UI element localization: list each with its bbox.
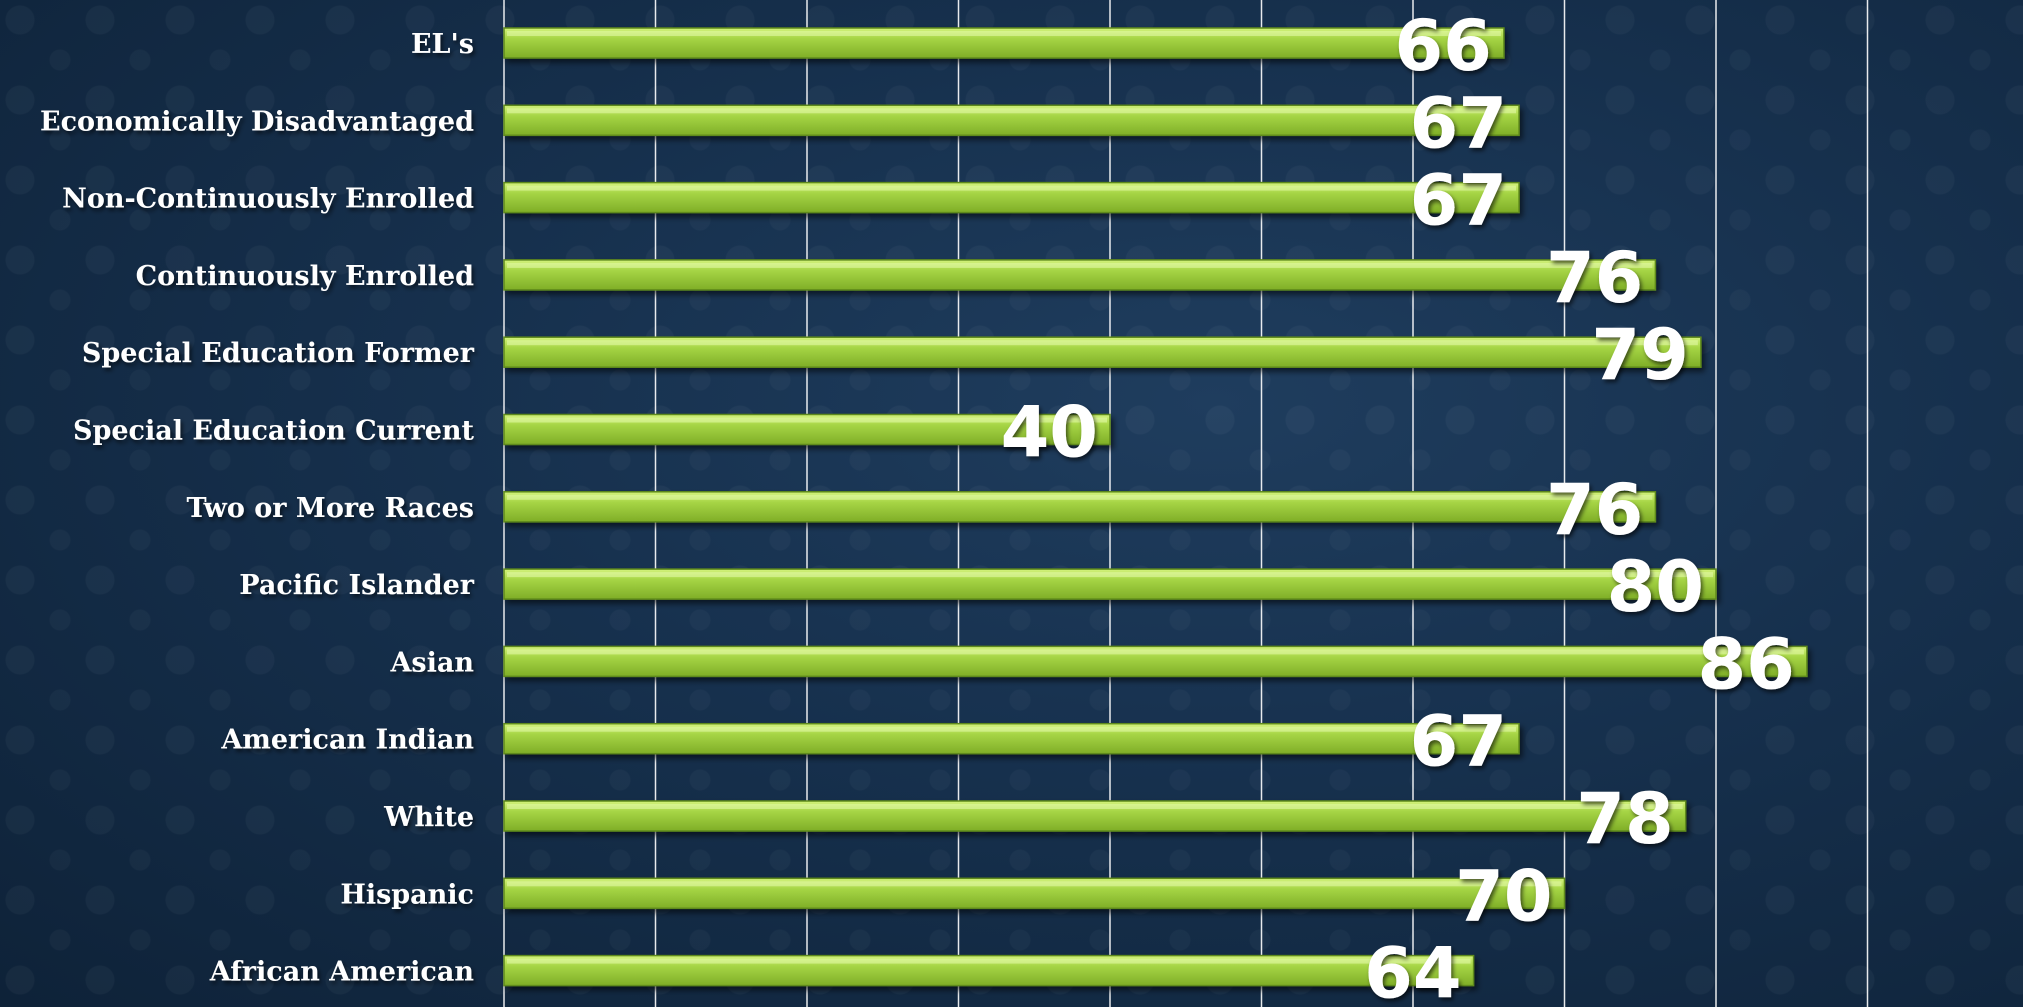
bars — [503, 27, 1808, 987]
bar-highlight — [507, 185, 1517, 191]
data-label: 67 — [1410, 160, 1507, 242]
category-label: American Indian — [220, 725, 474, 756]
bar-highlight — [507, 262, 1653, 268]
bar-highlight — [507, 804, 1683, 809]
data-label: 64 — [1364, 933, 1461, 1007]
data-label: 76 — [1546, 237, 1643, 319]
data-label: 78 — [1576, 778, 1673, 860]
data-label: 67 — [1410, 82, 1507, 164]
bar-highlight — [507, 572, 1713, 578]
data-label: 67 — [1410, 701, 1507, 783]
data-label: 76 — [1546, 469, 1643, 551]
category-label: Continuously Enrolled — [136, 261, 474, 292]
data-label: 66 — [1394, 5, 1491, 87]
data-label: 70 — [1455, 855, 1552, 937]
category-label: Non-Continuously Enrolled — [62, 184, 474, 215]
bar-highlight — [507, 726, 1517, 732]
category-label: Asian — [389, 647, 474, 678]
category-label: African American — [209, 957, 475, 988]
bar-highlight — [507, 108, 1517, 114]
bar-highlight — [507, 958, 1471, 964]
bar-highlight — [507, 881, 1562, 887]
category-label: White — [383, 802, 474, 833]
category-label: EL's — [411, 29, 474, 60]
data-label: 40 — [1001, 392, 1098, 474]
category-label: Special Education Former — [82, 338, 475, 369]
data-label: 80 — [1607, 546, 1704, 628]
category-label: Special Education Current — [73, 416, 475, 447]
data-label: 86 — [1697, 623, 1794, 705]
bar-highlight — [507, 494, 1653, 500]
category-labels: EL's Economically Disadvantaged Non-Contin… — [40, 29, 475, 988]
data-label: 79 — [1591, 314, 1688, 396]
bar-highlight — [507, 340, 1698, 346]
category-label: Economically Disadvantaged — [40, 106, 474, 137]
category-label: Hispanic — [340, 879, 474, 910]
bar-highlight — [507, 649, 1804, 655]
bar-highlight — [507, 417, 1107, 423]
category-label: Two or More Races — [187, 493, 474, 524]
category-label: Pacific Islander — [239, 570, 475, 601]
bar-highlight — [507, 31, 1501, 36]
